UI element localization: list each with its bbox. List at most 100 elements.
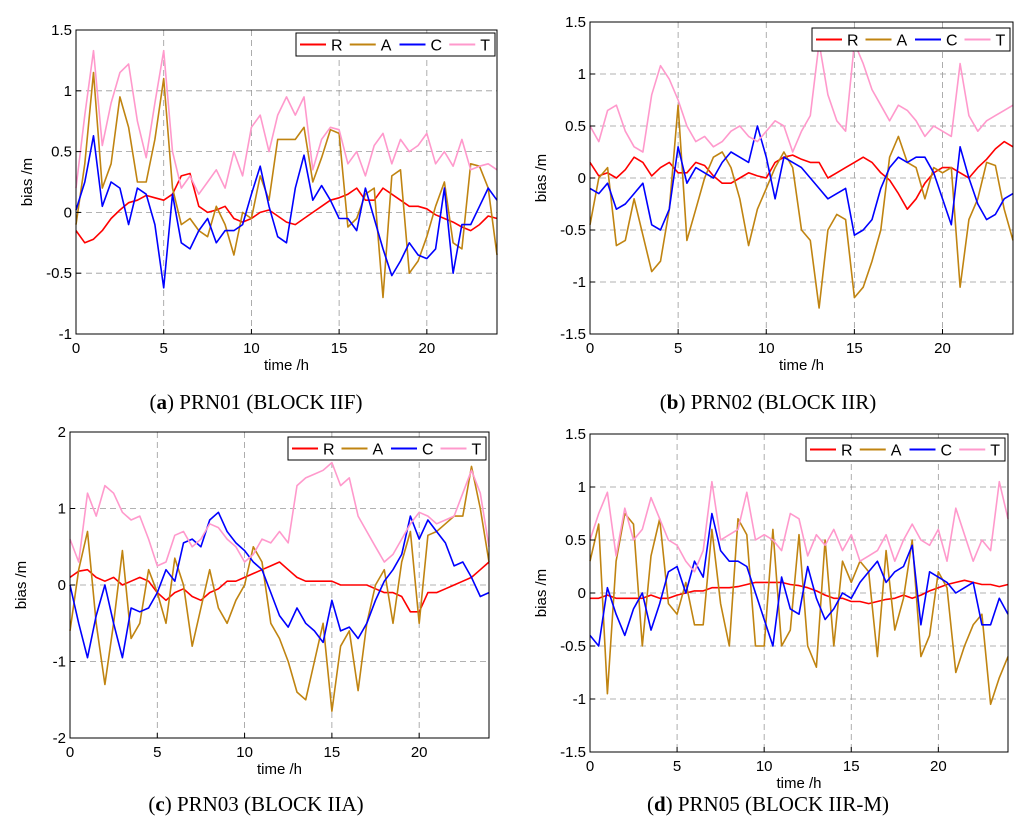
panel-a: 0 5 10 15 20 -1 -0.5 0 0.5 1 1.5 time /h bias /m R A C T xyxy=(19,22,498,374)
x-tick-label: 0 xyxy=(72,340,80,357)
series-line-C xyxy=(589,125,1014,236)
panel-d: 0 5 10 15 20 -1.5 -1 -0.5 0 0.5 1 1.5 time /h bias /m… xyxy=(533,426,1009,792)
series-line-T xyxy=(589,41,1014,153)
x-tick-label: 10 xyxy=(756,758,773,775)
caption-b: (b) PRN02 (BLOCK IIR) xyxy=(659,390,877,414)
series-line-C xyxy=(69,511,490,659)
x-axis-label: time /h xyxy=(264,357,309,374)
series-line-T xyxy=(69,461,490,567)
x-tick-label: 20 xyxy=(418,340,435,357)
legend-box xyxy=(287,436,487,461)
legend-label-A: A xyxy=(891,443,902,460)
x-tick-label: 5 xyxy=(160,340,168,357)
x-tick-label: 0 xyxy=(586,758,594,775)
y-tick-label: -1 xyxy=(573,274,586,291)
legend-label-C: C xyxy=(941,443,953,460)
series-line-T xyxy=(589,480,1009,573)
series-line-T xyxy=(75,49,498,195)
y-axis-label: bias /m xyxy=(19,158,36,206)
y-tick-label: 1.5 xyxy=(565,426,586,443)
legend-box xyxy=(811,27,1011,52)
x-tick-label: 20 xyxy=(934,340,951,357)
y-axis-label: bias /m xyxy=(533,154,550,202)
series-line-A xyxy=(69,465,490,713)
series-line-R xyxy=(589,140,1014,210)
x-tick-label: 5 xyxy=(673,758,681,775)
legend-label-T: T xyxy=(996,33,1006,50)
caption-d: (d) PRN05 (BLOCK IIR-M) xyxy=(646,792,890,816)
x-tick-label: 15 xyxy=(324,744,341,761)
y-tick-label: -0.5 xyxy=(46,265,72,282)
x-axis-label: time /h xyxy=(779,357,824,374)
x-tick-label: 10 xyxy=(243,340,260,357)
y-tick-label: 0 xyxy=(578,585,586,602)
y-tick-label: 0 xyxy=(64,204,72,221)
legend-box xyxy=(295,32,496,57)
y-tick-label: 1.5 xyxy=(565,14,586,31)
legend-label-C: C xyxy=(431,38,443,55)
x-tick-label: 5 xyxy=(153,744,161,761)
series-line-C xyxy=(75,135,498,289)
y-tick-label: -1.5 xyxy=(560,744,586,761)
legend-label-R: R xyxy=(323,442,335,459)
x-tick-label: 0 xyxy=(66,744,74,761)
series-line-A xyxy=(589,104,1014,309)
y-tick-label: 0.5 xyxy=(51,144,72,161)
y-tick-label: 1.5 xyxy=(51,22,72,39)
x-tick-label: 15 xyxy=(843,758,860,775)
legend-label-R: R xyxy=(841,443,853,460)
y-tick-label: -0.5 xyxy=(560,222,586,239)
x-axis-label: time /h xyxy=(776,775,821,792)
legend-label-R: R xyxy=(331,38,343,55)
legend-label-T: T xyxy=(990,443,1000,460)
y-axis-label: bias /m xyxy=(13,561,30,609)
legend-label-A: A xyxy=(897,33,908,50)
y-axis-label: bias /m xyxy=(533,569,550,617)
series-line-R xyxy=(590,579,1009,605)
x-tick-label: 5 xyxy=(674,340,682,357)
y-tick-label: -1 xyxy=(53,654,66,671)
x-tick-label: 15 xyxy=(331,340,348,357)
y-tick-label: 2 xyxy=(58,424,66,441)
legend-label-A: A xyxy=(373,442,384,459)
x-tick-label: 10 xyxy=(758,340,775,357)
legend-label-C: C xyxy=(946,33,958,50)
y-tick-label: -1 xyxy=(59,326,72,343)
y-tick-label: -0.5 xyxy=(560,638,586,655)
x-axis-label: time /h xyxy=(257,761,302,778)
series-line-A xyxy=(75,71,498,299)
caption-c: (c) PRN03 (BLOCK IIA) xyxy=(148,792,364,816)
legend-label-R: R xyxy=(847,33,859,50)
y-tick-label: -2 xyxy=(53,730,66,747)
series-line-R xyxy=(69,561,490,613)
legend-box xyxy=(805,437,1006,462)
y-tick-label: -1 xyxy=(573,691,586,708)
panel-b: 0 5 10 15 20 -1.5 -1 -0.5 0 0.5 1 1.5 time /h bias /m… xyxy=(533,14,1014,374)
panel-c: 0 5 10 15 20 -2 -1 0 1 2 time /h bias /m R A C T xyxy=(13,424,490,778)
y-tick-label: -1.5 xyxy=(560,326,586,343)
y-tick-label: 0.5 xyxy=(565,532,586,549)
x-tick-label: 0 xyxy=(586,340,594,357)
legend-label-T: T xyxy=(480,38,490,55)
x-tick-label: 20 xyxy=(411,744,428,761)
caption-a: (a) PRN01 (BLOCK IIF) xyxy=(149,390,363,414)
y-tick-label: 1 xyxy=(578,66,586,83)
y-tick-label: 0 xyxy=(578,170,586,187)
legend-label-C: C xyxy=(422,442,434,459)
y-tick-label: 0.5 xyxy=(565,118,586,135)
x-tick-label: 10 xyxy=(236,744,253,761)
axes-frame xyxy=(75,29,498,335)
x-tick-label: 20 xyxy=(930,758,947,775)
y-tick-label: 1 xyxy=(578,479,586,496)
y-tick-label: 1 xyxy=(64,83,72,100)
y-tick-label: 1 xyxy=(58,501,66,518)
series-line-C xyxy=(589,512,1009,647)
legend-label-A: A xyxy=(381,38,392,55)
legend-label-T: T xyxy=(472,442,482,459)
y-tick-label: 0 xyxy=(58,577,66,594)
